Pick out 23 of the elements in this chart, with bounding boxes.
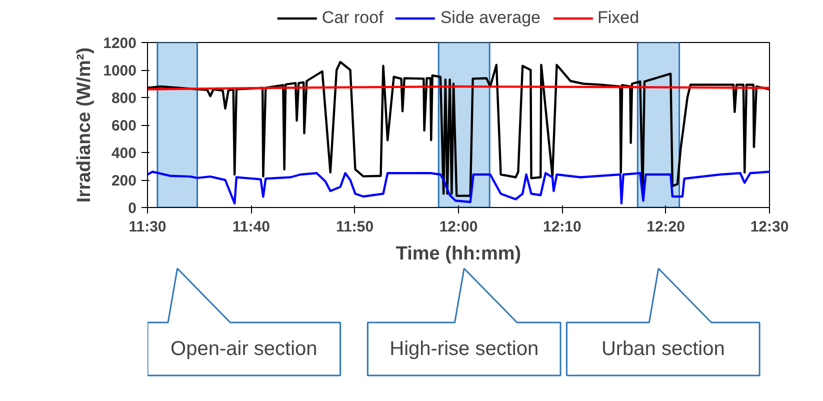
- x-axis-title: Time (hh:mm): [396, 244, 522, 264]
- x-tick-label: 12:30: [750, 218, 789, 236]
- x-tick-label: 12:00: [439, 218, 478, 236]
- legend-label: Car roof: [322, 8, 384, 28]
- x-tick-label: 12:10: [543, 218, 582, 236]
- x-tick-label: 11:30: [128, 218, 166, 236]
- text: High-rise section: [390, 338, 539, 360]
- x-tick-label: 11:50: [336, 218, 374, 236]
- y-tick-label: 1000: [103, 62, 137, 80]
- y-axis-title: Irradiance (W/m²): [74, 47, 96, 203]
- y-tick-label: 400: [111, 145, 137, 162]
- legend-label: Fixed: [598, 8, 640, 28]
- text: Open-air section: [170, 338, 318, 360]
- x-tick-label: 12:20: [646, 218, 686, 236]
- line-series: [148, 170, 770, 204]
- y-tick-label: 200: [111, 172, 137, 190]
- y-tick-label: 800: [111, 90, 137, 107]
- y-tick-label: 1200: [103, 35, 137, 52]
- y-tick-label: 600: [111, 118, 137, 134]
- y-tick-label: 0: [128, 200, 136, 217]
- x-tick-label: 11:40: [232, 218, 270, 236]
- text: Urban section: [601, 338, 725, 360]
- legend-label: Side average: [440, 8, 541, 28]
